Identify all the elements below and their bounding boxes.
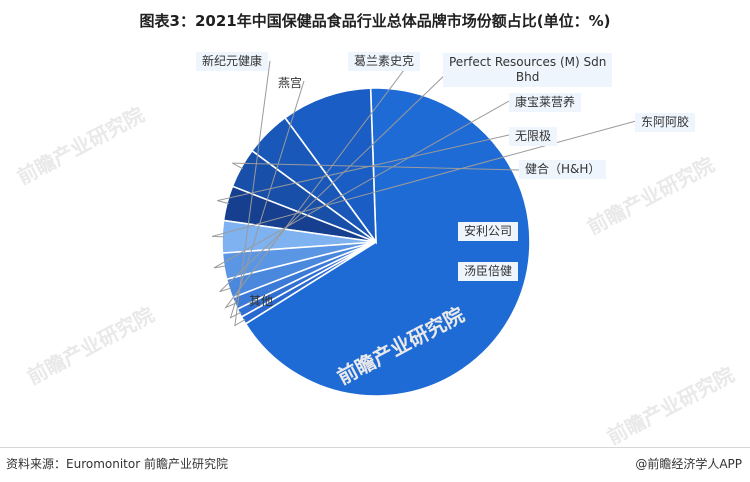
brand-credit: @前瞻经济学人APP [635, 457, 742, 471]
slice-label-2: 安利公司 [458, 222, 519, 241]
slice-label-5: 东阿阿胶 [635, 113, 696, 132]
slice-label-0: 其他 [249, 294, 274, 308]
leader-line-4 [217, 134, 510, 205]
slice-label-1: 汤臣倍健 [458, 262, 519, 281]
slice-label-3: 健合（H&H） [519, 160, 607, 179]
slice-label-7: Perfect Resources (M) Sdn Bhd [443, 53, 613, 87]
leader-line-7 [219, 69, 451, 293]
leader-line-8 [224, 61, 411, 309]
slice-label-9: 燕宫 [278, 76, 303, 90]
leader-lines [211, 60, 637, 327]
slice-label-4: 无限极 [509, 127, 558, 146]
pie-slices [221, 87, 531, 397]
leader-line-9 [229, 80, 305, 319]
leader-line-10 [234, 60, 271, 327]
slice-label-6: 康宝莱营养 [509, 93, 582, 112]
leader-line-3 [232, 162, 520, 171]
slice-label-10: 新纪元健康 [196, 52, 269, 71]
leader-line-5 [211, 120, 637, 238]
chart-title: 图表3：2021年中国保健品食品行业总体品牌市场份额占比(单位：%) [139, 12, 611, 30]
leader-line-6 [213, 100, 510, 269]
source-note: 资料来源：Euromonitor 前瞻产业研究院 [6, 457, 228, 471]
slice-label-8: 葛兰素史克 [348, 52, 421, 71]
pie-slice-0 [244, 87, 531, 397]
footer-divider [0, 447, 750, 448]
